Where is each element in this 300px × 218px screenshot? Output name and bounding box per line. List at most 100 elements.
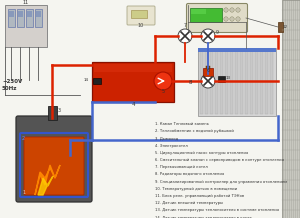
- Text: 11: 11: [23, 0, 29, 5]
- Bar: [203, 68, 213, 76]
- Bar: [215, 50, 218, 114]
- Bar: [287, 0, 288, 218]
- Text: 4: 4: [131, 102, 135, 107]
- Bar: [191, 9, 206, 14]
- Bar: [293, 0, 294, 218]
- Circle shape: [230, 17, 234, 21]
- Bar: [190, 8, 222, 22]
- Bar: [270, 50, 273, 114]
- Bar: [294, 0, 295, 218]
- Bar: [260, 50, 263, 114]
- Text: 7. Перекачивающий котел: 7. Перекачивающий котел: [155, 165, 208, 169]
- Bar: [131, 10, 147, 18]
- Circle shape: [178, 29, 192, 43]
- Bar: [94, 64, 172, 72]
- Text: 14: 14: [84, 78, 89, 82]
- Circle shape: [201, 74, 215, 88]
- Bar: [27, 11, 32, 17]
- Text: 12. Датчик внешней температуры: 12. Датчик внешней температуры: [155, 201, 223, 205]
- Text: 13. Датчик температуры теплоносителя в системе отопления: 13. Датчик температуры теплоносителя в с…: [155, 208, 279, 212]
- Text: 2: 2: [22, 136, 25, 141]
- Bar: [18, 11, 23, 17]
- Bar: [290, 0, 291, 218]
- Bar: [289, 0, 290, 218]
- Bar: [250, 50, 253, 114]
- Bar: [218, 76, 225, 82]
- Text: 10: 10: [138, 23, 144, 28]
- Text: 14. Датчик температуры теплоносителя в котле: 14. Датчик температуры теплоносителя в к…: [155, 216, 252, 218]
- Text: 6: 6: [206, 68, 210, 73]
- Text: 50Hz: 50Hz: [2, 86, 17, 91]
- Text: 3: 3: [58, 108, 61, 113]
- Text: 9: 9: [215, 30, 218, 35]
- Text: 2. Теплообменник с водяной рубашкой: 2. Теплообменник с водяной рубашкой: [155, 129, 234, 133]
- Bar: [17, 9, 24, 27]
- Bar: [200, 50, 203, 114]
- Polygon shape: [35, 165, 60, 195]
- Circle shape: [230, 8, 234, 12]
- Circle shape: [236, 17, 240, 21]
- Text: 7: 7: [183, 23, 187, 28]
- FancyBboxPatch shape: [127, 6, 155, 25]
- Bar: [5, 5, 47, 47]
- Bar: [282, 0, 283, 218]
- Bar: [26, 9, 33, 27]
- Circle shape: [224, 17, 228, 21]
- Text: 12: 12: [283, 25, 288, 29]
- Polygon shape: [38, 176, 53, 195]
- Text: 3. Дымоход: 3. Дымоход: [155, 136, 178, 140]
- Text: 8: 8: [188, 80, 192, 85]
- Bar: [35, 9, 42, 27]
- Bar: [288, 0, 289, 218]
- Bar: [286, 0, 287, 218]
- Bar: [284, 0, 285, 218]
- Circle shape: [224, 8, 228, 12]
- Circle shape: [236, 8, 240, 12]
- Bar: [245, 50, 248, 114]
- Bar: [198, 48, 276, 116]
- Text: 1: 1: [22, 190, 25, 195]
- Text: 5: 5: [161, 89, 165, 94]
- Text: 4. Электрокотел: 4. Электрокотел: [155, 144, 188, 148]
- FancyBboxPatch shape: [187, 3, 247, 32]
- Bar: [282, 0, 300, 218]
- Text: 8. Радиаторы водяного отопления: 8. Радиаторы водяного отопления: [155, 172, 224, 176]
- Text: 13: 13: [226, 76, 231, 80]
- Bar: [210, 50, 213, 114]
- Bar: [296, 0, 297, 218]
- Bar: [225, 50, 228, 114]
- Bar: [93, 78, 101, 84]
- Bar: [291, 0, 292, 218]
- Bar: [255, 50, 258, 114]
- Bar: [36, 11, 41, 17]
- Bar: [285, 0, 286, 218]
- Bar: [9, 11, 14, 17]
- Bar: [220, 50, 223, 114]
- Bar: [92, 62, 174, 102]
- Circle shape: [154, 72, 172, 90]
- Bar: [198, 48, 276, 52]
- Bar: [299, 0, 300, 218]
- Bar: [292, 0, 293, 218]
- Bar: [48, 106, 57, 120]
- Bar: [240, 50, 243, 114]
- Bar: [265, 50, 268, 114]
- Bar: [205, 50, 208, 114]
- Circle shape: [201, 29, 215, 43]
- FancyBboxPatch shape: [16, 116, 92, 202]
- Text: 11. Блок реле, управляющий работой ТЭНов: 11. Блок реле, управляющий работой ТЭНов: [155, 194, 244, 198]
- Bar: [230, 50, 233, 114]
- FancyBboxPatch shape: [24, 137, 84, 195]
- Text: 9. Специализированный контроллер для управления отоплением: 9. Специализированный контроллер для упр…: [155, 180, 287, 184]
- Bar: [278, 22, 283, 32]
- Text: 6. Смесительный клапан с сервоприводом в контуре отопления: 6. Смесительный клапан с сервоприводом в…: [155, 158, 284, 162]
- Bar: [298, 0, 299, 218]
- Text: 5. Циркуляционный насос контуры отопления: 5. Циркуляционный насос контуры отоплени…: [155, 151, 248, 155]
- Text: 10. Температурный датчик в помещении: 10. Температурный датчик в помещении: [155, 187, 237, 191]
- Bar: [297, 0, 298, 218]
- Bar: [283, 0, 284, 218]
- Bar: [206, 66, 210, 69]
- Bar: [8, 9, 15, 27]
- Bar: [235, 50, 238, 114]
- Text: ~230V: ~230V: [2, 79, 22, 84]
